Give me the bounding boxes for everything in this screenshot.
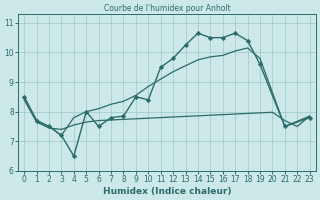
Title: Courbe de l'humidex pour Anholt: Courbe de l'humidex pour Anholt	[104, 4, 230, 13]
X-axis label: Humidex (Indice chaleur): Humidex (Indice chaleur)	[103, 187, 231, 196]
